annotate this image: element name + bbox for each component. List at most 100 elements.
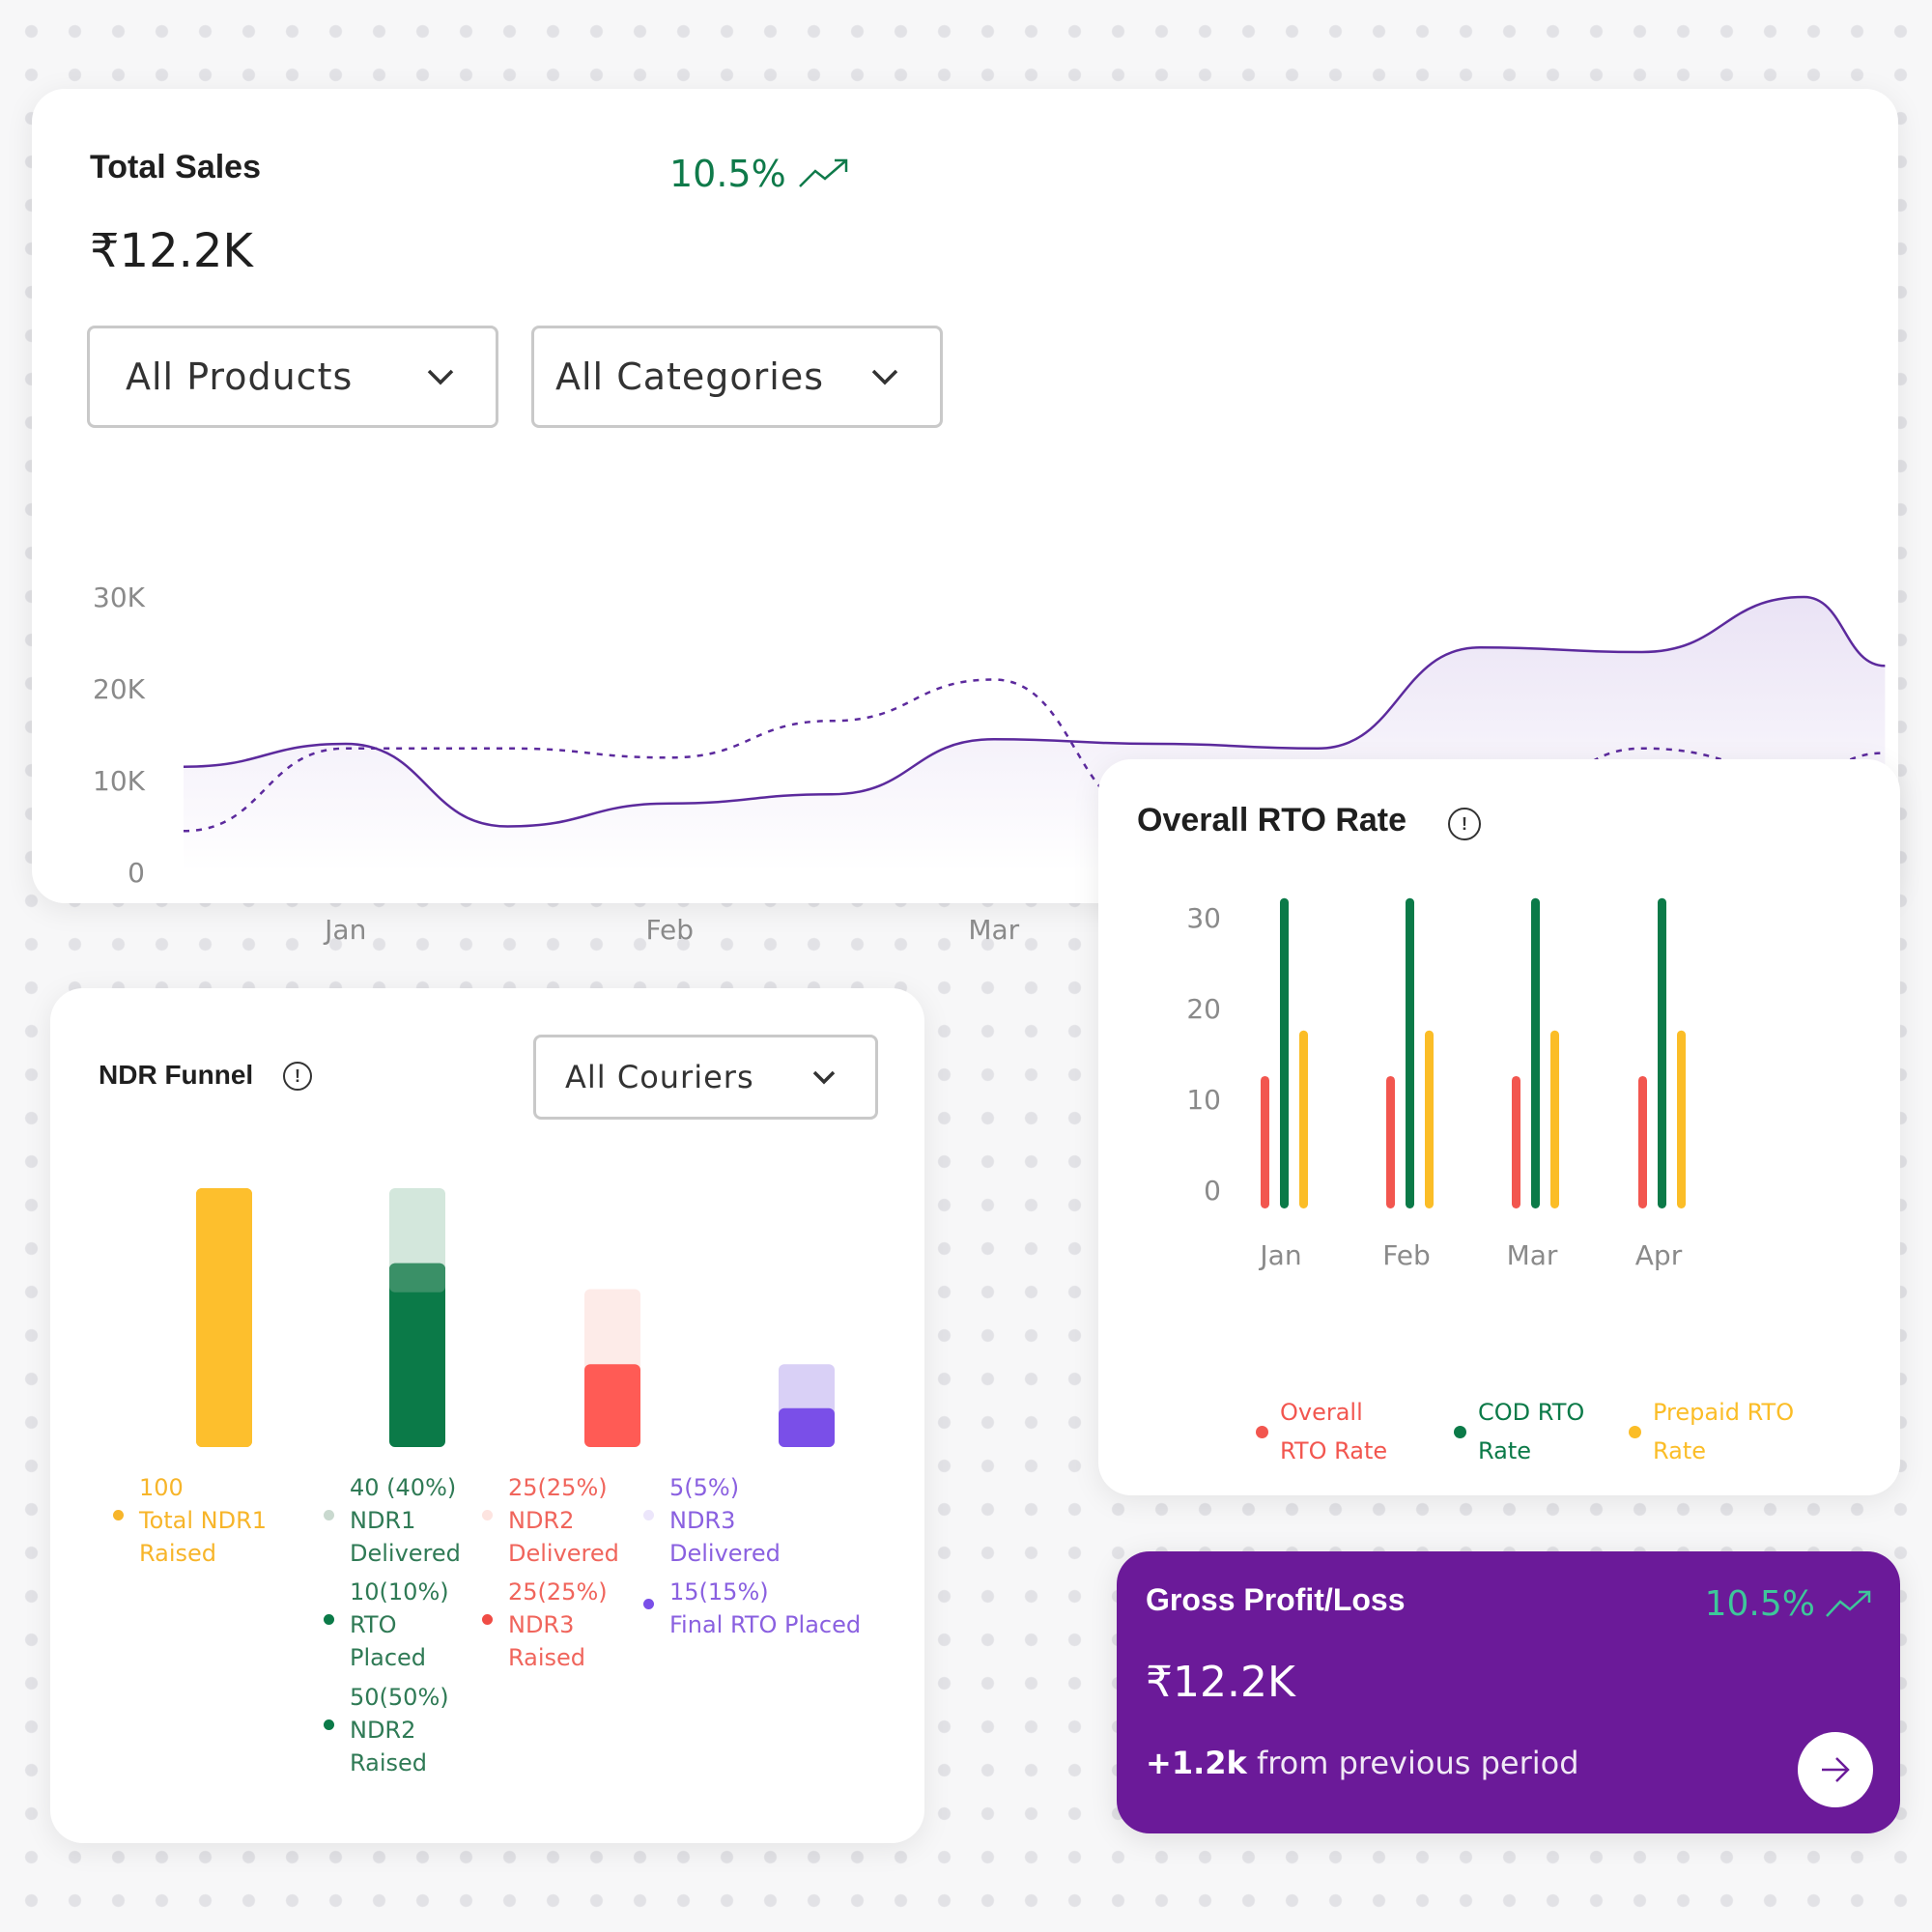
rto-rate-card: Overall RTO Rate ! 30.063020100JanFebMar…: [1098, 759, 1900, 1495]
info-icon[interactable]: !: [1448, 808, 1481, 840]
total-sales-change-value: 10.5%: [669, 153, 786, 195]
legend-line: Delivered: [508, 1540, 619, 1567]
arrow-right-icon: [1822, 1757, 1850, 1782]
legend-entry: 25(25%) NDR3 Raised: [508, 1576, 608, 1674]
y-tick-label: 0: [1204, 1175, 1221, 1207]
rto-bar: [1386, 1075, 1395, 1208]
rto-bar: [1512, 1075, 1520, 1208]
y-tick-label: 10: [1186, 1084, 1221, 1116]
couriers-dropdown[interactable]: All Couriers: [533, 1035, 878, 1120]
legend-entry: 15(15%) Final RTO Placed: [669, 1576, 861, 1641]
funnel-bar-1[interactable]: [196, 1188, 252, 1447]
legend-line: Raised: [139, 1540, 217, 1567]
legend-line: Raised: [508, 1644, 586, 1671]
legend-line: Final RTO Placed: [669, 1611, 862, 1638]
gross-profit-delta-value: +1.2k: [1146, 1745, 1247, 1781]
legend-dot: [1629, 1426, 1641, 1438]
total-sales-card: Total Sales 10.5% ₹12.2K All Products Al…: [32, 89, 1898, 946]
legend-dot: [1454, 1426, 1466, 1438]
rto-bar: [1299, 1030, 1308, 1208]
x-tick-label: Feb: [1382, 1239, 1431, 1271]
chevron-down-icon: [427, 369, 454, 385]
gross-profit-title: Gross Profit/Loss: [1146, 1582, 1406, 1617]
products-dropdown[interactable]: All Products: [87, 326, 498, 428]
x-tick-label: Mar: [968, 914, 1019, 946]
y-tick-label: 20: [1186, 993, 1221, 1025]
legend-line: 25(25%): [508, 1578, 608, 1605]
legend-line: NDR3: [508, 1611, 575, 1638]
legend-entry: 40 (40%) NDR1 Delivered: [350, 1471, 461, 1570]
rto-bar-group-apr[interactable]: [1638, 897, 1686, 1208]
couriers-dropdown-label: All Couriers: [565, 1059, 754, 1095]
legend-line: RTO: [350, 1611, 397, 1638]
legend-dot: [482, 1510, 493, 1520]
rto-bar: [1531, 897, 1540, 1208]
funnel-bar-fill: [389, 1263, 445, 1447]
rto-bar-group-mar[interactable]: [1512, 897, 1559, 1208]
legend-line: Delivered: [350, 1540, 461, 1567]
trend-up-icon: [1826, 1590, 1871, 1617]
chevron-down-icon: [871, 369, 898, 385]
legend-entry: 50(50%) NDR2 Raised: [350, 1681, 449, 1779]
rto-bar: [1261, 1075, 1269, 1208]
categories-dropdown[interactable]: All Categories: [531, 326, 943, 428]
legend-dot: [324, 1510, 334, 1520]
y-tick-label: 30K: [93, 582, 146, 613]
legend-dot: [482, 1614, 493, 1625]
ndr-funnel-chart: [196, 1188, 835, 1447]
legend-dot: [643, 1510, 654, 1520]
chevron-down-icon: [812, 1070, 836, 1085]
rto-bar-group-feb[interactable]: [1386, 897, 1434, 1208]
legend-entry: 10(10%) RTO Placed: [350, 1576, 449, 1674]
legend-line: RTO Rate: [1280, 1437, 1388, 1464]
x-tick-label: Apr: [1635, 1239, 1683, 1271]
y-tick-label: 10K: [93, 765, 146, 797]
gross-profit-delta-suffix: from previous period: [1256, 1745, 1579, 1781]
legend-line: 25(25%): [508, 1474, 608, 1501]
legend-line: 100: [139, 1474, 184, 1501]
legend-line: 50(50%): [350, 1684, 449, 1711]
y-tick-label: 20K: [93, 673, 146, 705]
products-dropdown-label: All Products: [126, 355, 354, 398]
rto-bar: [1550, 1030, 1559, 1208]
rto-bar: [1638, 1075, 1647, 1208]
legend-entry: 5(5%) NDR3 Delivered: [669, 1471, 781, 1570]
legend-line: 5(5%): [669, 1474, 740, 1501]
info-icon[interactable]: !: [283, 1062, 312, 1091]
view-details-button[interactable]: [1798, 1732, 1873, 1807]
legend-line: Total NDR1: [139, 1507, 268, 1534]
gross-profit-delta: +1.2k from previous period: [1146, 1745, 1579, 1781]
funnel-bar-3[interactable]: [584, 1289, 640, 1447]
y-tick-label: 0: [128, 857, 145, 889]
legend-line: 15(15%): [669, 1578, 769, 1605]
funnel-bar-fill: [779, 1407, 835, 1447]
rto-bar-group-jan[interactable]: [1261, 897, 1308, 1208]
total-sales-amount: ₹12.2K: [90, 224, 253, 278]
x-tick-label: Mar: [1507, 1239, 1558, 1271]
legend-line: Delivered: [669, 1540, 781, 1567]
rto-rate-chart: 30.063020100JanFebMarApr: [1186, 897, 1686, 1271]
legend-line: NDR2: [508, 1507, 575, 1534]
gross-profit-change: 10.5%: [1705, 1584, 1873, 1624]
funnel-bar-fill: [584, 1364, 640, 1447]
funnel-bar-4[interactable]: [779, 1364, 835, 1447]
categories-dropdown-label: All Categories: [555, 355, 825, 398]
legend-dot: [324, 1719, 334, 1730]
legend-dot: [113, 1510, 124, 1520]
gross-profit-amount: ₹12.2K: [1146, 1658, 1295, 1707]
funnel-bar-rto-segment: [389, 1263, 445, 1293]
funnel-bar-fill: [196, 1188, 252, 1447]
rto-bar: [1658, 897, 1666, 1208]
legend-dot: [643, 1599, 654, 1609]
ndr-funnel-title: NDR Funnel: [99, 1060, 254, 1090]
previous-series-line: [183, 678, 1886, 833]
legend-dot: [1256, 1426, 1268, 1438]
x-tick-label: Jan: [1258, 1239, 1301, 1271]
current-series-line: [183, 595, 1886, 828]
rto-bar: [1280, 897, 1289, 1208]
rto-rate-title: Overall RTO Rate: [1137, 802, 1407, 838]
funnel-bar-2[interactable]: [389, 1188, 445, 1447]
total-sales-change: 10.5%: [669, 153, 850, 195]
x-tick-label: Feb: [645, 914, 694, 946]
legend-entry: 100 Total NDR1 Raised: [139, 1471, 267, 1570]
